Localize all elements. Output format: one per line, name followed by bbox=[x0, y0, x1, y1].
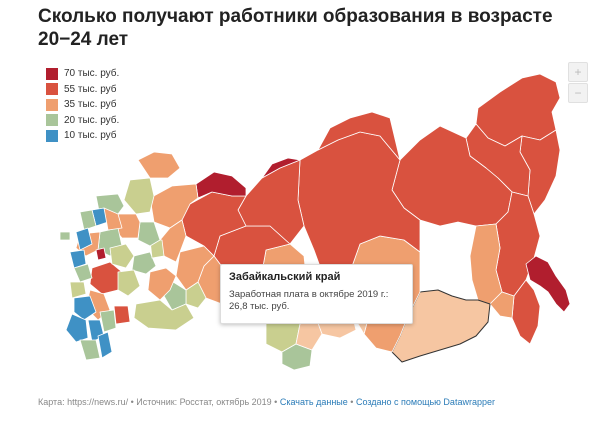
footer-separator: • bbox=[350, 397, 354, 407]
legend-label: 55 тыс. руб bbox=[64, 83, 117, 95]
region-bryansk[interactable] bbox=[69, 249, 87, 269]
footer: Карта: https://news.ru/ • Источник: Росс… bbox=[38, 397, 495, 407]
legend-label: 70 тыс. руб. bbox=[64, 68, 120, 80]
tooltip-line-2: 26,8 тыс. руб. bbox=[229, 301, 290, 312]
region-jewish[interactable] bbox=[489, 291, 515, 319]
region-kirov[interactable] bbox=[137, 221, 161, 247]
datawrapper-credit-link[interactable]: Создано с помощью Datawrapper bbox=[355, 397, 495, 407]
region-taymyr-north[interactable] bbox=[317, 111, 401, 161]
region-sakhalin[interactable] bbox=[525, 255, 571, 313]
region-murmansk[interactable] bbox=[137, 151, 181, 179]
legend-item-35: 35 тыс. руб bbox=[46, 97, 119, 113]
legend-item-20: 20 тыс. руб. bbox=[46, 113, 119, 129]
region-rostov[interactable] bbox=[73, 295, 97, 321]
legend-item-10: 10 тыс. руб bbox=[46, 128, 119, 144]
legend-label: 35 тыс. руб bbox=[64, 99, 117, 111]
region-north-caucasus[interactable] bbox=[79, 339, 101, 361]
region-smolensk[interactable] bbox=[75, 227, 93, 251]
region-dagestan[interactable] bbox=[97, 331, 113, 359]
region-karelia[interactable] bbox=[123, 177, 155, 215]
region-belgorod[interactable] bbox=[69, 281, 87, 299]
legend-swatch bbox=[46, 83, 58, 96]
region-amur[interactable] bbox=[469, 223, 503, 305]
region-kursk[interactable] bbox=[73, 263, 93, 283]
region-orenburg[interactable] bbox=[133, 299, 195, 331]
tooltip-line-1: Заработная плата в октябре 2019 г.: bbox=[229, 289, 389, 300]
region-central-2[interactable] bbox=[109, 243, 135, 269]
region-moscow[interactable] bbox=[95, 247, 107, 261]
legend: 70 тыс. руб. 55 тыс. руб 35 тыс. руб 20 … bbox=[46, 66, 119, 144]
legend-swatch bbox=[46, 129, 58, 142]
region-samara[interactable] bbox=[117, 269, 141, 297]
region-tatarstan[interactable] bbox=[131, 251, 157, 275]
zoom-out-button[interactable]: − bbox=[568, 83, 588, 103]
legend-item-70: 70 тыс. руб. bbox=[46, 66, 119, 82]
region-saratov[interactable] bbox=[89, 261, 123, 295]
region-primorye[interactable] bbox=[511, 279, 541, 345]
legend-label: 20 тыс. руб. bbox=[64, 114, 120, 126]
legend-item-55: 55 тыс. руб bbox=[46, 82, 119, 98]
zoom-in-button[interactable]: + bbox=[568, 62, 588, 82]
region-astrakhan[interactable] bbox=[113, 305, 131, 325]
chart-title: Сколько получают работники образования в… bbox=[38, 6, 553, 50]
region-tver[interactable] bbox=[103, 207, 123, 231]
legend-swatch bbox=[46, 67, 58, 80]
legend-swatch bbox=[46, 98, 58, 111]
legend-swatch bbox=[46, 114, 58, 127]
region-bashkortostan[interactable] bbox=[147, 267, 177, 301]
region-nenets[interactable] bbox=[195, 171, 247, 199]
region-kaliningrad[interactable] bbox=[59, 231, 71, 241]
region-arkhangelsk[interactable] bbox=[149, 183, 199, 229]
region-pskov[interactable] bbox=[79, 209, 97, 231]
tooltip-region-name: Забайкальский край bbox=[229, 271, 341, 283]
download-data-link[interactable]: Скачать данные bbox=[279, 397, 348, 407]
footer-source: Карта: https://news.ru/ • Источник: Росс… bbox=[38, 397, 278, 407]
region-tooltip: Забайкальский край Заработная плата в ок… bbox=[220, 264, 413, 324]
region-kalmykia[interactable] bbox=[99, 309, 117, 333]
region-yamal-north[interactable] bbox=[261, 157, 301, 179]
legend-label: 10 тыс. руб bbox=[64, 130, 117, 142]
